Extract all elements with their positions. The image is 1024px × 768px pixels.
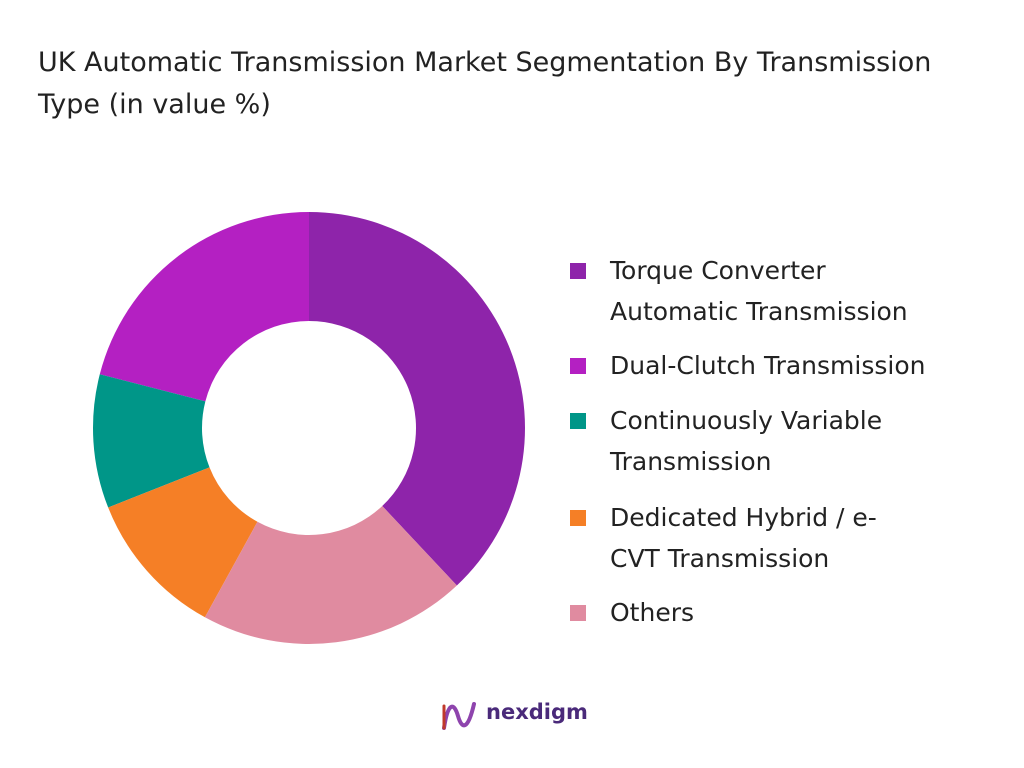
donut-slice xyxy=(99,212,309,402)
donut-slice xyxy=(309,212,525,586)
legend-swatch xyxy=(570,605,586,621)
donut-slice xyxy=(108,467,258,618)
chart-title: UK Automatic Transmission Market Segment… xyxy=(38,47,932,120)
legend-swatch xyxy=(570,510,586,526)
donut-slice xyxy=(93,374,210,508)
legend-label: Dual-Clutch Transmission xyxy=(610,351,926,380)
legend-swatch xyxy=(570,358,586,374)
logo-icon xyxy=(442,702,476,730)
legend-label: Torque Converter Automatic Transmission xyxy=(610,256,908,326)
brand: nexdigm xyxy=(486,700,588,724)
legend-swatch xyxy=(570,263,586,279)
chart xyxy=(93,212,525,645)
legend-swatch xyxy=(570,413,586,429)
donut-slice xyxy=(204,505,457,645)
legend-label: Dedicated Hybrid / e-CVT Transmission xyxy=(610,503,877,573)
legend-label: Continuously Variable Transmission xyxy=(610,406,883,476)
legend-label: Others xyxy=(610,598,695,627)
